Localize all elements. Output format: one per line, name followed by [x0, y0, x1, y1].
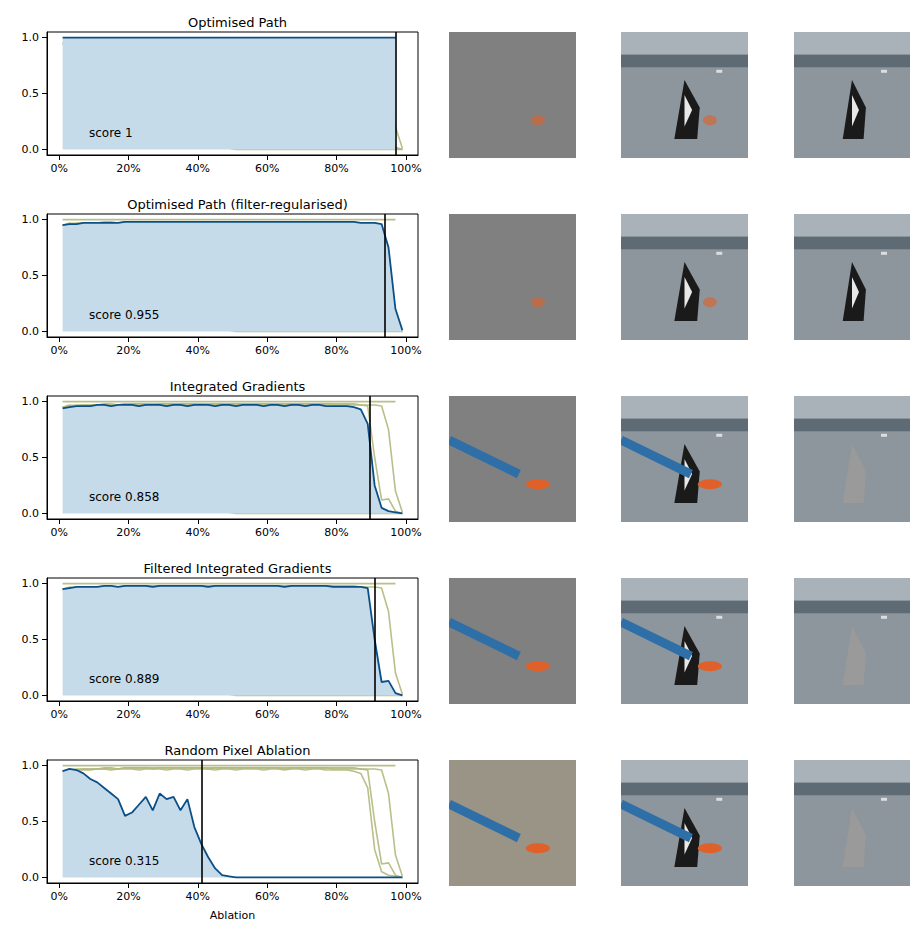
svg-text:100%: 100% [390, 526, 421, 539]
svg-text:20%: 20% [116, 344, 140, 357]
svg-text:60%: 60% [255, 890, 279, 903]
svg-text:0.5: 0.5 [22, 633, 40, 646]
svg-text:0%: 0% [50, 162, 67, 175]
svg-text:1.0: 1.0 [22, 395, 40, 408]
svg-text:score 0.858: score 0.858 [89, 490, 159, 504]
svg-text:Optimised Path (filter-regular: Optimised Path (filter-regularised) [127, 197, 348, 212]
svg-text:60%: 60% [255, 708, 279, 721]
svg-text:0.0: 0.0 [22, 507, 40, 520]
svg-text:40%: 40% [186, 344, 210, 357]
svg-text:100%: 100% [390, 344, 421, 357]
svg-text:60%: 60% [255, 162, 279, 175]
svg-text:80%: 80% [324, 344, 348, 357]
svg-text:1.0: 1.0 [22, 759, 40, 772]
svg-text:1.0: 1.0 [22, 31, 40, 44]
svg-text:60%: 60% [255, 526, 279, 539]
svg-text:score 1: score 1 [89, 126, 133, 140]
svg-text:score 0.955: score 0.955 [89, 308, 159, 322]
svg-text:Integrated Gradients: Integrated Gradients [170, 379, 306, 394]
svg-text:1.0: 1.0 [22, 213, 40, 226]
svg-text:Optimised Path: Optimised Path [188, 15, 287, 30]
svg-text:40%: 40% [186, 890, 210, 903]
svg-text:Ablation: Ablation [210, 909, 255, 922]
svg-text:20%: 20% [116, 708, 140, 721]
svg-text:0.0: 0.0 [22, 871, 40, 884]
svg-text:score 0.315: score 0.315 [89, 854, 159, 868]
svg-text:0.0: 0.0 [22, 143, 40, 156]
svg-text:100%: 100% [390, 890, 421, 903]
svg-text:0%: 0% [50, 890, 67, 903]
svg-text:40%: 40% [186, 708, 210, 721]
svg-text:0%: 0% [50, 708, 67, 721]
svg-text:0.0: 0.0 [22, 325, 40, 338]
svg-text:0.0: 0.0 [22, 689, 40, 702]
svg-text:0.5: 0.5 [22, 451, 40, 464]
svg-text:100%: 100% [390, 162, 421, 175]
svg-text:20%: 20% [116, 162, 140, 175]
svg-text:40%: 40% [186, 162, 210, 175]
svg-text:Filtered Integrated Gradients: Filtered Integrated Gradients [144, 561, 332, 576]
svg-text:20%: 20% [116, 890, 140, 903]
svg-text:1.0: 1.0 [22, 577, 40, 590]
svg-text:0.5: 0.5 [22, 87, 40, 100]
svg-text:0.5: 0.5 [22, 815, 40, 828]
svg-text:0.5: 0.5 [22, 269, 40, 282]
svg-text:0%: 0% [50, 344, 67, 357]
svg-text:Random Pixel Ablation: Random Pixel Ablation [165, 743, 311, 758]
svg-text:60%: 60% [255, 344, 279, 357]
svg-text:0%: 0% [50, 526, 67, 539]
svg-text:100%: 100% [390, 708, 421, 721]
svg-text:20%: 20% [116, 526, 140, 539]
svg-text:80%: 80% [324, 890, 348, 903]
svg-text:score 0.889: score 0.889 [89, 672, 159, 686]
svg-text:80%: 80% [324, 708, 348, 721]
svg-text:80%: 80% [324, 526, 348, 539]
svg-text:40%: 40% [186, 526, 210, 539]
svg-text:80%: 80% [324, 162, 348, 175]
